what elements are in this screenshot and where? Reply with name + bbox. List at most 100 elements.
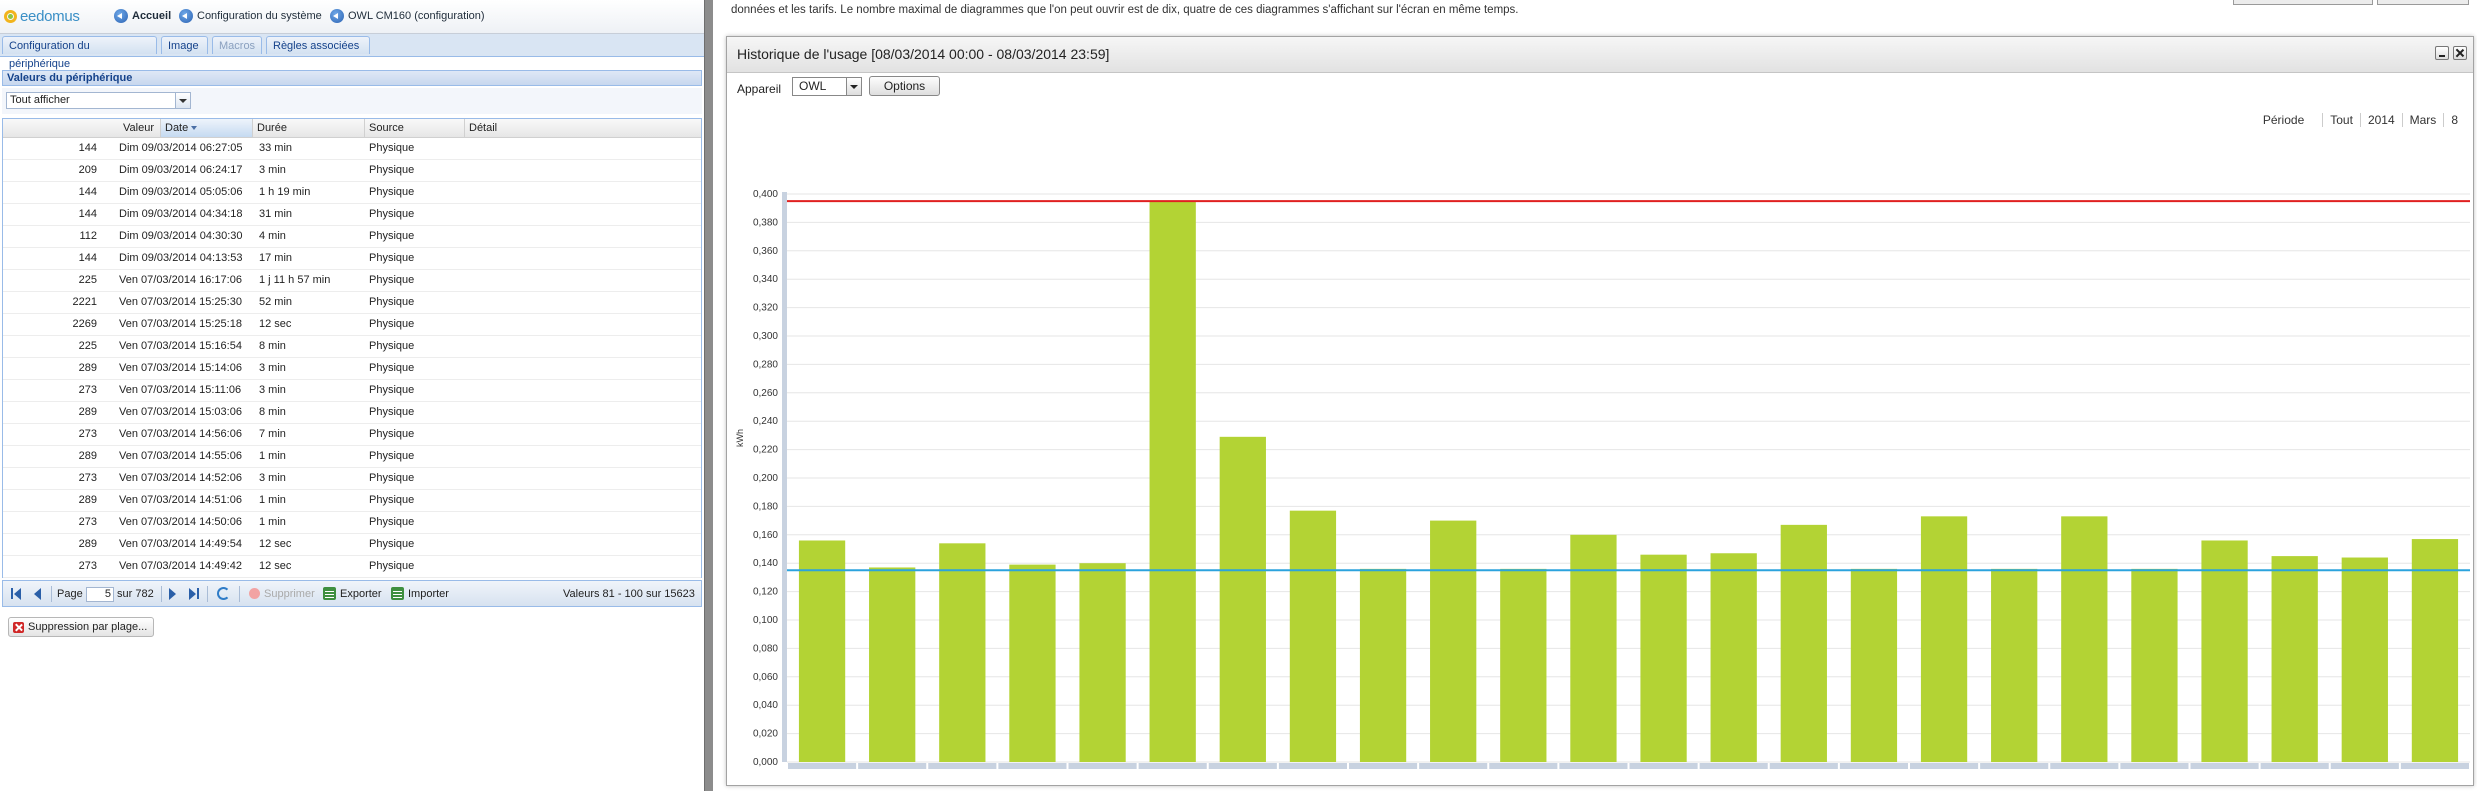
cell-date: Ven 07/03/2014 14:49:54 [119,538,242,550]
next-page-icon[interactable] [167,588,179,600]
column-header-date[interactable]: Date [161,119,253,137]
tab-associated-rules[interactable]: Règles associées [266,36,370,54]
bar-hour-10[interactable] [1500,568,1547,762]
cell-valeur: 144 [78,252,97,264]
y-tick-label: 0,040 [753,700,778,711]
refresh-icon[interactable] [217,587,230,600]
bar-hour-11[interactable] [1570,534,1617,762]
x-axis-band-segment [998,763,1067,769]
cell-date: Ven 07/03/2014 15:25:30 [119,296,242,308]
table-row[interactable]: 273 Ven 07/03/2014 14:49:42 12 sec Physique [3,556,701,578]
table-row[interactable]: 144 Dim 09/03/2014 04:34:18 31 min Physique [3,204,701,226]
table-row[interactable]: 289 Ven 07/03/2014 15:14:06 3 min Physique [3,358,701,380]
appareil-select[interactable]: OWL [792,77,862,96]
column-header-duree[interactable]: Durée [253,119,365,137]
toolbar-separator [239,586,240,602]
arrow-circle-icon [114,9,128,23]
eedomus-logo[interactable]: eedomus [4,7,80,25]
table-row[interactable]: 289 Ven 07/03/2014 15:03:06 8 min Physique [3,402,701,424]
bar-hour-6[interactable] [1219,436,1266,762]
delete-button[interactable]: Supprimer [264,588,315,600]
period-option-month[interactable]: Mars [2401,113,2444,127]
column-header-source[interactable]: Source [365,119,465,137]
last-page-icon[interactable] [187,588,199,600]
window-titlebar[interactable]: Historique de l'usage [08/03/2014 00:00 … [727,37,2473,73]
table-row[interactable]: 289 Ven 07/03/2014 14:49:54 12 sec Physique [3,534,701,556]
bar-hour-15[interactable] [1850,568,1898,762]
background-button[interactable] [2377,0,2469,5]
first-page-icon[interactable] [11,588,23,600]
bar-hour-0[interactable] [798,540,846,762]
bar-hour-21[interactable] [2271,556,2318,762]
bar-hour-12[interactable] [1640,554,1687,762]
tab-image[interactable]: Image [161,36,208,54]
table-row[interactable]: 225 Ven 07/03/2014 16:17:06 1 j 11 h 57 mi… [3,270,701,292]
table-row[interactable]: 273 Ven 07/03/2014 14:50:06 1 min Physique [3,512,701,534]
cell-date: Ven 07/03/2014 14:49:42 [119,560,242,572]
bar-hour-2[interactable] [939,543,986,762]
range-delete-button[interactable]: Suppression par plage... [8,617,155,637]
breadcrumb-device-config[interactable]: OWL CM160 (configuration) [330,8,485,24]
cell-valeur: 273 [78,560,97,572]
import-button[interactable]: Importer [408,588,449,600]
export-button[interactable]: Exporter [340,588,382,600]
bar-hour-19[interactable] [2131,568,2178,762]
bar-hour-4[interactable] [1079,563,1126,762]
bar-hour-3[interactable] [1009,564,1056,762]
close-icon[interactable] [2453,46,2467,60]
bar-hour-22[interactable] [2341,557,2388,762]
bar-hour-14[interactable] [1780,524,1827,762]
page-number-input[interactable]: 5 [86,587,114,602]
bar-hour-9[interactable] [1430,520,1477,762]
table-row[interactable]: 209 Dim 09/03/2014 06:24:17 3 min Physique [3,160,701,182]
breadcrumb-system-config[interactable]: Configuration du système [179,8,322,24]
bar-hour-7[interactable] [1289,510,1337,762]
split-divider[interactable] [704,0,713,791]
table-row[interactable]: 273 Ven 07/03/2014 15:11:06 3 min Physique [3,380,701,402]
bar-hour-13[interactable] [1710,553,1757,762]
bar-hour-1[interactable] [869,567,916,762]
bar-hour-5[interactable] [1149,201,1196,763]
column-header-detail[interactable]: Détail [469,122,498,134]
table-row[interactable]: 112 Dim 09/03/2014 04:30:30 4 min Physique [3,226,701,248]
sort-desc-icon [191,126,198,131]
cell-source: Physique [369,472,415,484]
bar-hour-8[interactable] [1359,568,1407,762]
arrow-circle-icon [330,9,344,23]
tab-device-config[interactable]: Configuration du périphérique [2,36,157,70]
table-row[interactable]: 225 Ven 07/03/2014 15:16:54 8 min Physique [3,336,701,358]
table-row[interactable]: 144 Dim 09/03/2014 04:13:53 17 min Physique [3,248,701,270]
table-row[interactable]: 144 Dim 09/03/2014 05:05:06 1 h 19 min Phys… [3,182,701,204]
table-row[interactable]: 289 Ven 07/03/2014 14:51:06 1 min Physique [3,490,701,512]
table-row[interactable]: 2269 Ven 07/03/2014 15:25:18 12 sec Physiqu… [3,314,701,336]
period-option-year[interactable]: 2014 [2359,113,2402,127]
table-row[interactable]: 144 Dim 09/03/2014 06:27:05 33 min Physique [3,138,701,160]
table-row[interactable]: 2221 Ven 07/03/2014 15:25:30 52 min Physiqu… [3,292,701,314]
tab-macros[interactable]: Macros [212,36,262,54]
bar-hour-17[interactable] [1991,568,2038,762]
period-option-day[interactable]: 8 [2443,113,2465,127]
window-title: Historique de l'usage [08/03/2014 00:00 … [737,46,1110,62]
cell-source: Physique [369,186,415,198]
cell-date: Ven 07/03/2014 14:51:06 [119,494,242,506]
chevron-down-icon[interactable] [175,93,190,108]
previous-page-icon[interactable] [31,588,43,600]
bar-hour-20[interactable] [2201,540,2248,762]
minimize-icon[interactable] [2435,46,2449,60]
filter-select[interactable]: Tout afficher [6,92,191,109]
table-row[interactable]: 273 Ven 07/03/2014 14:56:06 7 min Physique [3,424,701,446]
x-axis-band-segment [2050,763,2119,769]
main-area: données et les tarifs. Le nombre maximal… [713,0,2477,791]
chevron-down-icon[interactable] [846,78,861,95]
bar-hour-23[interactable] [2411,539,2459,762]
background-button[interactable] [2233,0,2373,5]
column-header-valeur[interactable]: Valeur [3,119,161,137]
table-row[interactable]: 273 Ven 07/03/2014 14:52:06 3 min Physique [3,468,701,490]
period-option-all[interactable]: Tout [2322,113,2360,127]
bar-hour-18[interactable] [2061,516,2108,762]
bar-hour-16[interactable] [1920,516,1968,762]
cell-date: Ven 07/03/2014 15:14:06 [119,362,242,374]
table-row[interactable]: 289 Ven 07/03/2014 14:55:06 1 min Physique [3,446,701,468]
breadcrumb-home[interactable]: Accueil [114,8,171,24]
options-button[interactable]: Options [869,76,940,96]
